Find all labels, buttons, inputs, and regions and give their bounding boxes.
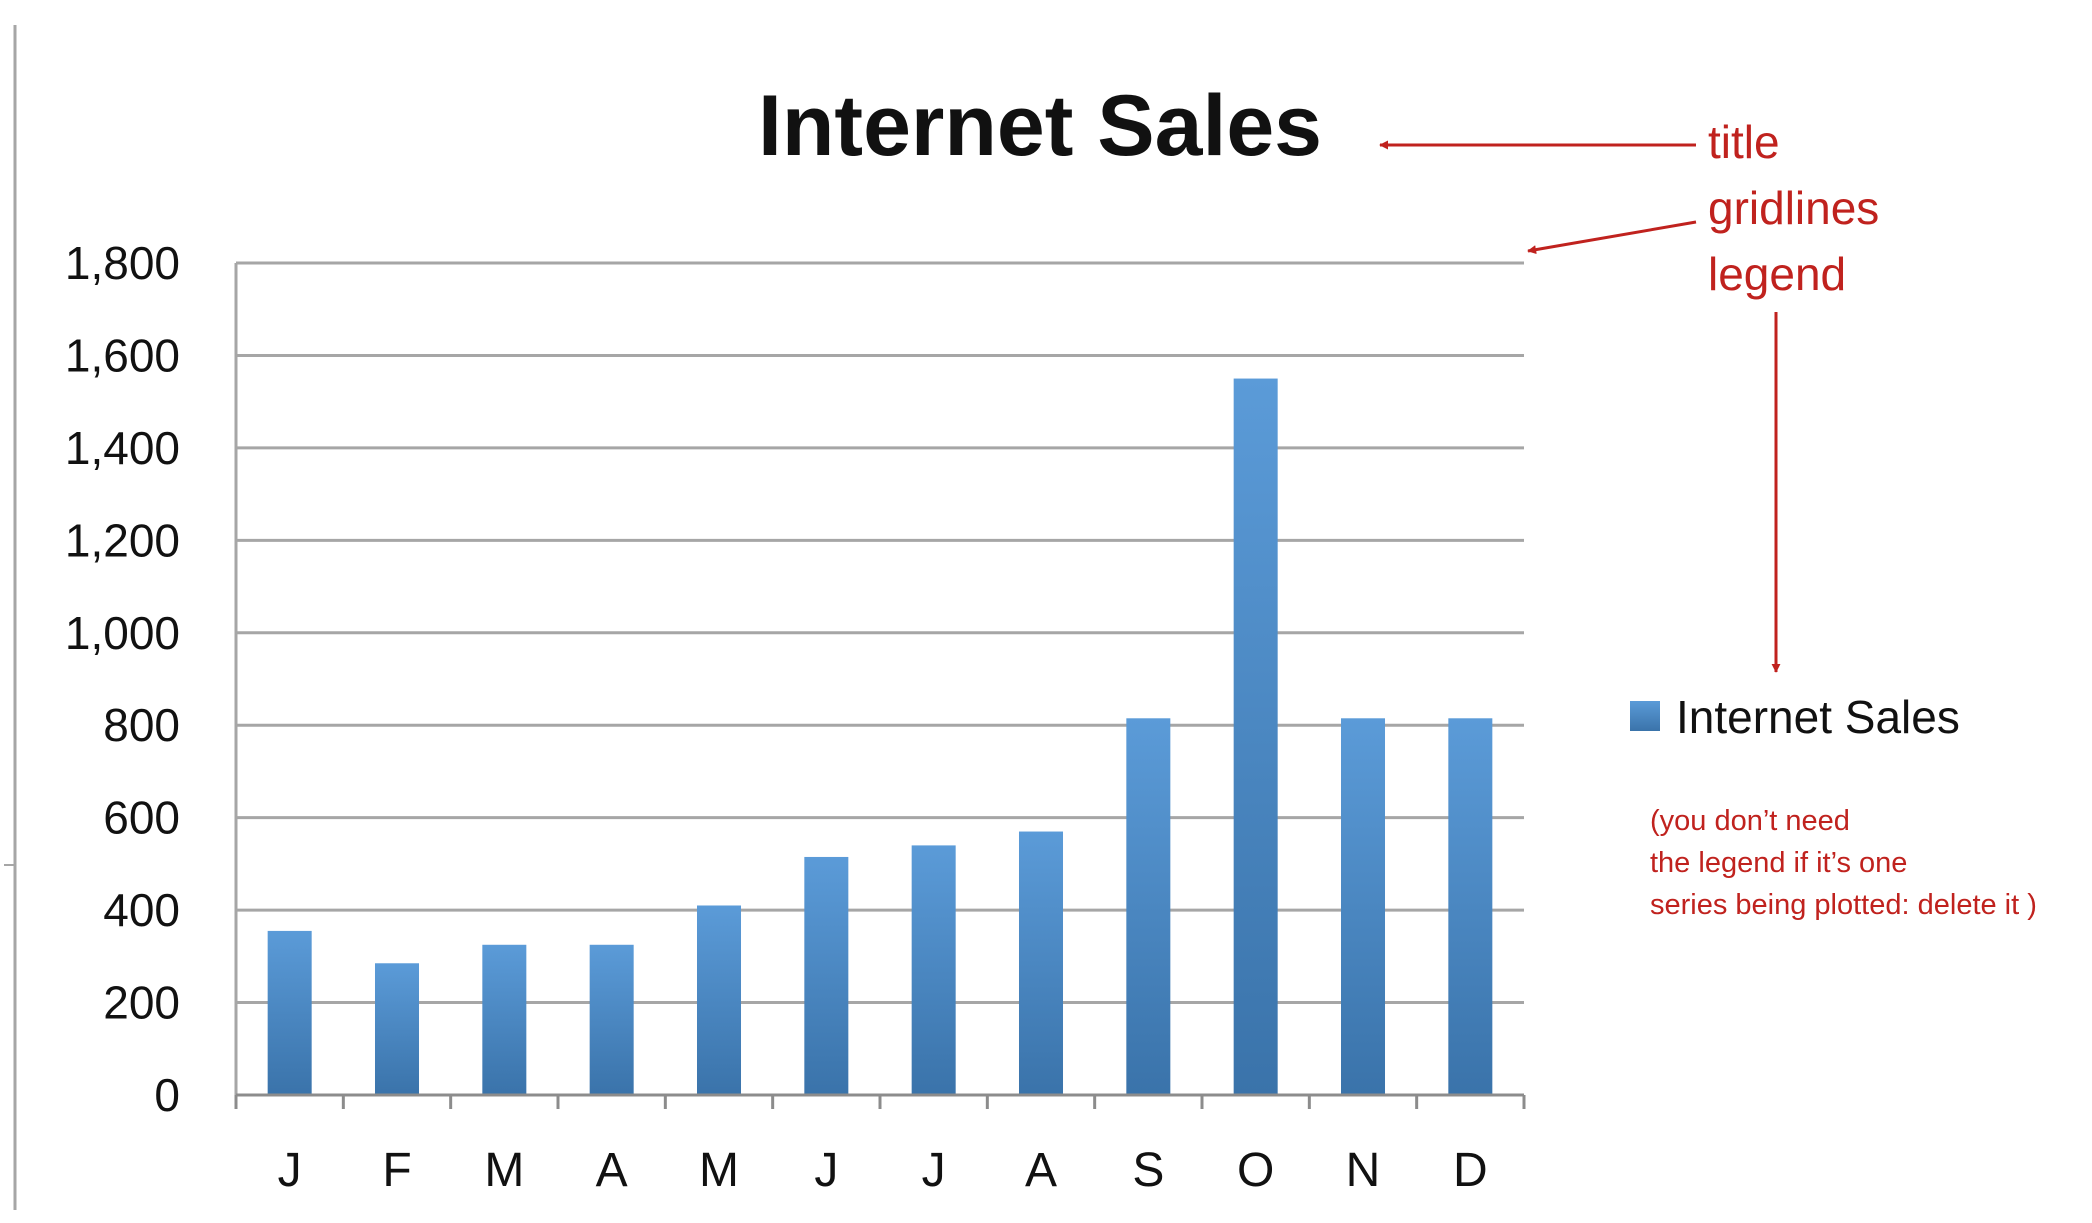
bar [696, 905, 742, 1095]
annotation-gridlines: gridlines [1708, 182, 1879, 234]
bar [1126, 718, 1171, 1095]
x-tick-label: A [596, 1144, 628, 1197]
legend: Internet Sales [1630, 691, 1960, 743]
bar [1018, 831, 1064, 1095]
annotation-note-line-1: (you don’t need [1650, 805, 1850, 837]
annotation-note-line-3: series being plotted: delete it ) [1650, 889, 2037, 921]
y-tick-label: 200 [103, 977, 180, 1029]
arrow-to-gridlines [1527, 220, 1697, 255]
bar [1448, 718, 1493, 1095]
bar [267, 930, 312, 1095]
x-tick-label: J [922, 1144, 946, 1197]
bar [482, 944, 527, 1095]
x-tick-label: O [1237, 1144, 1274, 1197]
annotation-title: title [1708, 116, 1780, 168]
annotation-note-line-2: the legend if it’s one [1650, 847, 1907, 879]
y-tick-label: 1,200 [65, 514, 180, 566]
x-tick-label: M [699, 1144, 739, 1197]
bar [374, 963, 420, 1095]
annotation-legend: legend [1708, 248, 1846, 300]
bars [267, 378, 1493, 1095]
x-tick-label: J [814, 1144, 838, 1197]
y-tick-label: 1,400 [65, 422, 180, 474]
y-tick-label: 400 [103, 884, 180, 936]
bar [911, 845, 956, 1095]
x-axis [234, 1093, 1526, 1109]
x-tick-label: S [1132, 1144, 1164, 1197]
gridlines [234, 261, 1524, 1095]
chart-title: Internet Sales [758, 78, 1322, 174]
x-tick-label: D [1453, 1144, 1488, 1197]
bar [1340, 718, 1386, 1095]
x-tick-label: J [278, 1144, 302, 1197]
x-tick-label: A [1025, 1144, 1057, 1197]
bar [589, 944, 634, 1095]
y-tick-label: 1,000 [65, 607, 180, 659]
annotations: title gridlines legend (you don’t need t… [1379, 116, 2037, 921]
bar [1233, 378, 1278, 1095]
legend-swatch [1630, 701, 1660, 731]
y-tick-label: 0 [154, 1069, 180, 1121]
bar [804, 856, 849, 1095]
x-tick-label: M [484, 1144, 524, 1197]
y-tick-label: 800 [103, 699, 180, 751]
x-tick-label: F [382, 1144, 411, 1197]
y-tick-label: 600 [103, 792, 180, 844]
legend-label: Internet Sales [1676, 691, 1960, 743]
x-tick-label: N [1346, 1144, 1381, 1197]
y-tick-label: 1,800 [65, 237, 180, 289]
y-axis-tick-labels: 0 200 400 600 800 1,000 1,200 1,400 1,600 1,800 [65, 237, 180, 1121]
y-tick-label: 1,600 [65, 329, 180, 381]
